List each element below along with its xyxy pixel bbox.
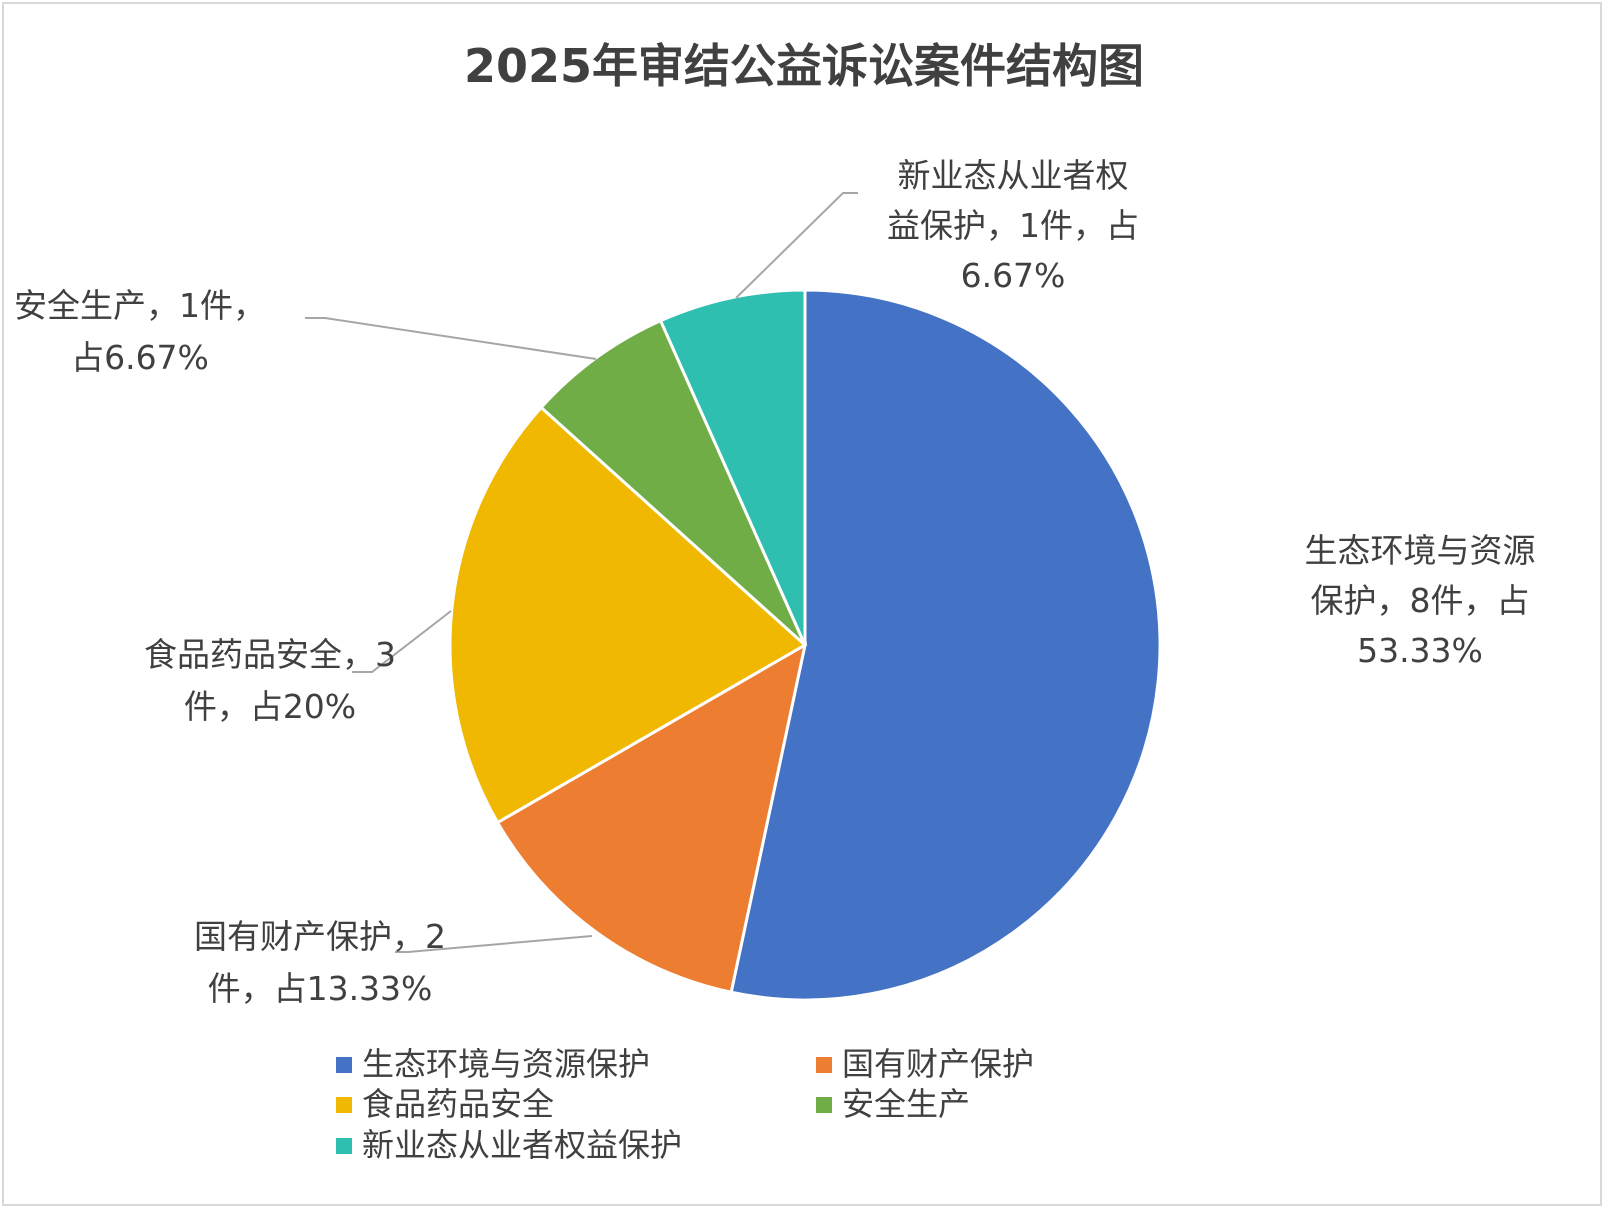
leader-line-3 <box>352 610 452 673</box>
data-label-5-line-2: 益保护，1件，占 <box>887 206 1139 245</box>
legend-swatch-1 <box>336 1057 352 1073</box>
data-label-3-line-2: 件，占20% <box>184 687 356 726</box>
data-label-4-line-1: 安全生产，1件， <box>14 286 266 325</box>
legend-swatch-2 <box>816 1057 832 1073</box>
leader-line-5 <box>735 192 858 299</box>
pie-slice-1 <box>729 288 1162 1002</box>
legend-swatch-3 <box>336 1097 352 1113</box>
chart-title: 2025年审结公益诉讼案件结构图 <box>464 39 1144 93</box>
leader-lines <box>305 192 858 953</box>
data-label-3-line-1: 食品药品安全，3 <box>144 635 396 674</box>
data-label-2-line-2: 件，占13.33% <box>208 969 433 1008</box>
pie-slices <box>448 288 1162 1002</box>
data-label-1-line-2: 保护，8件，占 <box>1311 581 1530 620</box>
legend-swatch-4 <box>816 1097 832 1113</box>
legend-label-4: 安全生产 <box>842 1085 970 1123</box>
pie-slice-4 <box>539 318 807 647</box>
pie-slice-3 <box>448 405 808 825</box>
data-label-5-line-1: 新业态从业者权 <box>898 156 1129 195</box>
leader-line-4 <box>305 317 597 360</box>
data-labels: 生态环境与资源保护，8件，占 53.33% 国有财产保护，2 件，占13.33% 食品药… <box>14 156 1536 1008</box>
legend-label-1: 生态环境与资源保护 <box>362 1045 650 1083</box>
legend-label-5: 新业态从业者权益保护 <box>362 1126 682 1164</box>
pie-slice-2 <box>495 642 808 995</box>
data-label-1-line-1: 生态环境与资源 <box>1305 531 1536 570</box>
data-label-1-line-3: 53.33% <box>1357 631 1483 670</box>
legend-label-2: 国有财产保护 <box>842 1045 1034 1083</box>
leader-line-2 <box>395 935 593 953</box>
data-label-5-line-3: 6.67% <box>961 256 1066 295</box>
data-label-2-line-1: 国有财产保护，2 <box>194 917 446 956</box>
data-label-4-line-2: 占6.67% <box>71 338 209 377</box>
legend-swatch-5 <box>336 1138 352 1154</box>
pie-slice-5 <box>658 288 807 646</box>
legend-label-3: 食品药品安全 <box>362 1085 554 1123</box>
